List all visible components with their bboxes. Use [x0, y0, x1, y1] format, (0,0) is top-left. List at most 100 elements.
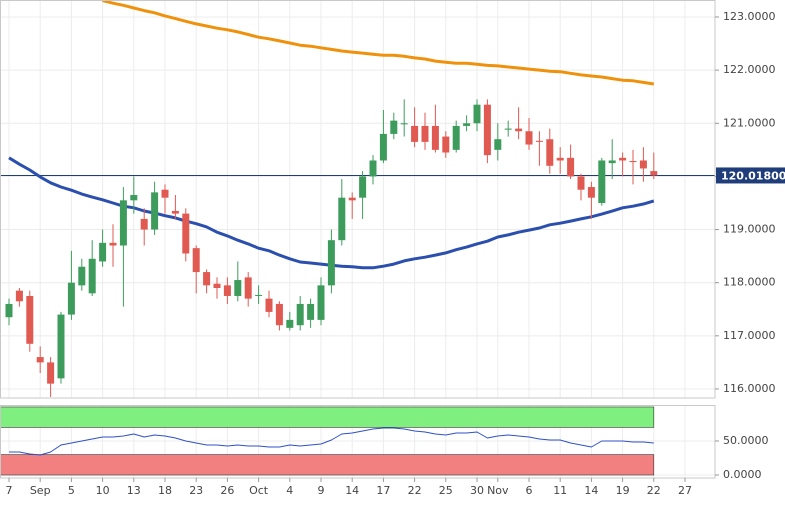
candle-body [317, 285, 325, 320]
x-tick-label: 18 [158, 484, 172, 497]
y-tick-label: 116.0000 [723, 382, 776, 395]
x-tick-label: 25 [439, 484, 453, 497]
candle-body [213, 283, 221, 289]
candle-body [452, 125, 460, 150]
candle-body [67, 282, 75, 315]
line-series [9, 427, 654, 456]
candle-body [140, 218, 148, 230]
candle-body [639, 160, 647, 169]
main-plot [0, 0, 715, 397]
candle-body [535, 140, 543, 142]
candle-body [99, 242, 107, 262]
x-tick-label: 27 [678, 484, 692, 497]
x-tick-label: 10 [96, 484, 110, 497]
indicator-zone [0, 406, 655, 428]
x-tick-label: 23 [189, 484, 203, 497]
candle-body [587, 187, 595, 198]
x-tick-label: 5 [68, 484, 75, 497]
candle-body [161, 189, 169, 198]
x-tick-label: 11 [553, 484, 567, 497]
last-price-box [716, 167, 785, 184]
candle-body [119, 200, 127, 246]
x-tick-label: 14 [584, 484, 598, 497]
candle-body [255, 294, 263, 296]
axis-layer: 116.0000117.0000118.0000119.0000120.0000… [0, 0, 785, 497]
candle-body [130, 195, 138, 201]
candle-body [151, 192, 159, 230]
x-tick-label: 14 [345, 484, 359, 497]
candle-body [473, 104, 481, 124]
x-tick-label: Sep [30, 484, 51, 497]
x-tick-label: 9 [318, 484, 325, 497]
candle-body [369, 160, 377, 177]
candle-body [192, 248, 200, 273]
x-tick-label: 26 [220, 484, 234, 497]
x-tick-label: 22 [647, 484, 661, 497]
y-tick-label: 118.0000 [723, 276, 776, 289]
candle-body [515, 128, 523, 132]
candle-body [296, 303, 304, 326]
candle-body [525, 131, 533, 145]
candle-body [109, 242, 117, 246]
candle-body [307, 303, 315, 320]
x-tick-label: Nov [487, 484, 509, 497]
grid-layer [0, 0, 715, 478]
x-tick-label: 13 [127, 484, 141, 497]
candle-body [608, 160, 616, 164]
y-tick-label: 123.0000 [723, 10, 776, 23]
candle-body [577, 176, 585, 190]
candle-body [390, 120, 398, 134]
y-tick-label: 121.0000 [723, 116, 776, 129]
candle-body [650, 171, 658, 176]
indicator-frame [0, 405, 716, 479]
candle-body [78, 266, 86, 286]
y-tick-label: 50.0000 [723, 434, 769, 447]
candle-body [171, 210, 179, 214]
candle-body [348, 197, 356, 201]
candle-body [327, 240, 335, 286]
candle-body [275, 303, 283, 326]
x-tick-label: 4 [286, 484, 293, 497]
candle-body [182, 213, 190, 254]
y-tick-label: 0.0000 [723, 468, 762, 481]
y-tick-label: 122.0000 [723, 63, 776, 76]
candle-body [265, 298, 273, 312]
candle-body [546, 139, 554, 166]
candle-body [504, 128, 512, 130]
candle-body [463, 123, 471, 126]
candle-body [619, 157, 627, 161]
candle-body [379, 133, 387, 161]
candle-body [338, 197, 346, 241]
candle-body [359, 176, 367, 198]
x-tick-label: 22 [408, 484, 422, 497]
candle-body [629, 161, 637, 163]
x-tick-label: 19 [616, 484, 630, 497]
x-tick-label: 30 [470, 484, 484, 497]
candle-body [400, 123, 408, 125]
indicator-plot [0, 406, 655, 476]
candle-body [47, 362, 55, 384]
indicator-zone [0, 454, 655, 476]
candle-body [442, 136, 450, 153]
candle-body [26, 295, 34, 344]
candle-body [431, 125, 439, 150]
candle-body [15, 290, 23, 302]
x-tick-label: 6 [526, 484, 533, 497]
y-tick-label: 117.0000 [723, 329, 776, 342]
x-tick-label: 7 [6, 484, 13, 497]
candle-body [57, 314, 65, 379]
candle-body [88, 258, 96, 294]
candle-body [494, 139, 502, 150]
candle-body [411, 125, 419, 142]
candle-body [223, 285, 231, 296]
candle-body [286, 319, 294, 328]
candle-body [483, 104, 491, 156]
line-series [102, 0, 655, 86]
candle-body [203, 272, 211, 286]
x-tick-label: 17 [376, 484, 390, 497]
x-tick-label: Oct [249, 484, 269, 497]
candle-body [421, 125, 429, 142]
candle-body [567, 157, 575, 177]
